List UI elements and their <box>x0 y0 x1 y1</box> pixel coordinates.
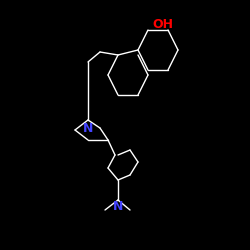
Text: N: N <box>113 200 123 213</box>
Text: N: N <box>83 122 93 134</box>
Text: OH: OH <box>152 18 173 32</box>
